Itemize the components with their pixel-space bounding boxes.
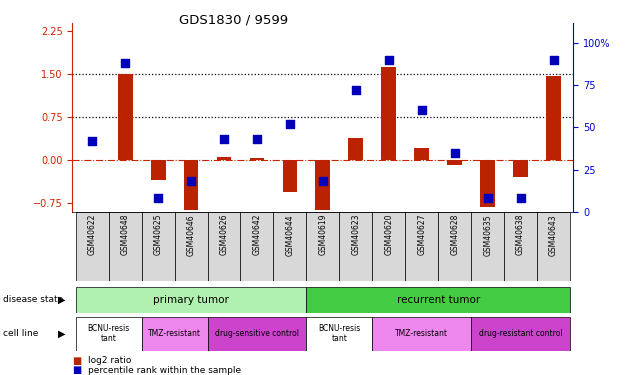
Point [384,57,394,63]
Text: GSM40644: GSM40644 [285,214,294,256]
Bar [438,212,471,281]
Bar [241,212,273,281]
Text: GSM40642: GSM40642 [253,214,261,255]
Point [120,60,130,66]
Text: log2 ratio: log2 ratio [88,356,132,365]
Text: GDS1830 / 9599: GDS1830 / 9599 [178,13,288,26]
Bar [381,67,396,160]
Text: ■: ■ [72,366,82,375]
Bar [109,212,142,281]
Bar [118,74,132,160]
Point [483,195,493,201]
Text: GSM40648: GSM40648 [121,214,130,255]
Bar [142,317,207,351]
Text: cell line: cell line [3,329,38,338]
Bar [537,212,570,281]
Bar [273,212,306,281]
Bar [249,158,265,160]
Bar [175,212,207,281]
Bar [76,212,109,281]
Bar [306,317,372,351]
Text: drug-resistant control: drug-resistant control [479,329,563,338]
Bar [447,160,462,165]
Point [153,195,163,201]
Bar [348,138,364,160]
Bar [471,212,504,281]
Bar [316,160,330,210]
Bar [76,287,306,313]
Bar [142,212,175,281]
Text: GSM40643: GSM40643 [549,214,558,256]
Bar [151,160,166,180]
Text: ■: ■ [72,356,82,366]
Point [87,138,97,144]
Bar [372,317,471,351]
Bar [217,158,231,160]
Bar [504,212,537,281]
Text: GSM40620: GSM40620 [384,214,393,255]
Text: TMZ-resistant: TMZ-resistant [148,329,201,338]
Text: GSM40626: GSM40626 [219,214,229,255]
Text: drug-sensitive control: drug-sensitive control [215,329,299,338]
Text: BCNU-resis
tant: BCNU-resis tant [318,324,360,344]
Bar [340,212,372,281]
Text: GSM40635: GSM40635 [483,214,492,256]
Bar [480,160,495,207]
Point [549,57,559,63]
Text: GSM40646: GSM40646 [186,214,195,256]
Text: BCNU-resis
tant: BCNU-resis tant [88,324,130,344]
Bar [76,317,142,351]
Bar [207,317,306,351]
Text: GSM40625: GSM40625 [154,214,163,255]
Point [450,150,460,156]
Text: ▶: ▶ [58,295,66,305]
Text: GSM40628: GSM40628 [450,214,459,255]
Text: disease state: disease state [3,296,64,304]
Bar [471,317,570,351]
Bar [207,212,241,281]
Text: recurrent tumor: recurrent tumor [396,295,480,305]
Bar [306,212,340,281]
Bar [415,148,429,160]
Bar [184,160,198,210]
Text: ▶: ▶ [58,329,66,339]
Text: GSM40622: GSM40622 [88,214,97,255]
Text: GSM40623: GSM40623 [352,214,360,255]
Point [186,178,196,184]
Point [351,87,361,93]
Text: TMZ-resistant: TMZ-resistant [395,329,448,338]
Bar [282,160,297,192]
Point [285,121,295,127]
Point [515,195,525,201]
Bar [372,212,405,281]
Bar [405,212,438,281]
Text: percentile rank within the sample: percentile rank within the sample [88,366,241,375]
Bar [306,287,570,313]
Bar [546,76,561,160]
Point [252,136,262,142]
Text: GSM40619: GSM40619 [318,214,328,255]
Point [318,178,328,184]
Text: GSM40638: GSM40638 [516,214,525,255]
Bar [513,160,528,177]
Text: primary tumor: primary tumor [153,295,229,305]
Point [416,107,427,113]
Text: GSM40627: GSM40627 [417,214,427,255]
Point [219,136,229,142]
